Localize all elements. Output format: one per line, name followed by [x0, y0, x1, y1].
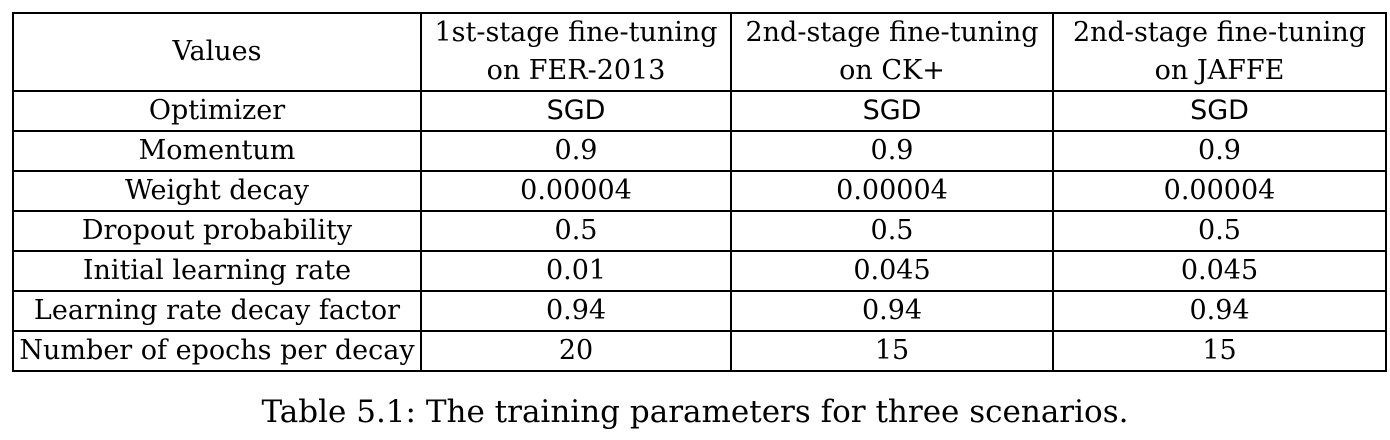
table-row: Number of epochs per decay 20 15 15 — [12, 330, 1387, 372]
table-row: Weight decay 0.00004 0.00004 0.00004 — [12, 170, 1387, 212]
cell-value: 20 — [420, 330, 732, 372]
cell-value: 0.5 — [1052, 210, 1387, 252]
table-row: Initial learning rate 0.01 0.045 0.045 — [12, 250, 1387, 292]
row-label: Momentum — [12, 130, 422, 172]
row-label: Weight decay — [12, 170, 422, 212]
cell-value: 0.94 — [1052, 290, 1387, 332]
cell-value: 0.045 — [730, 250, 1054, 292]
cell-value: 15 — [1052, 330, 1387, 372]
header-values: Values — [12, 12, 422, 92]
cell-value: 0.00004 — [1052, 170, 1387, 212]
header-ckplus: 2nd-stage fine-tuning on CK+ — [730, 12, 1054, 92]
cell-value: SGD — [730, 90, 1054, 132]
table-row: Learning rate decay factor 0.94 0.94 0.9… — [12, 290, 1387, 332]
row-label: Number of epochs per decay — [12, 330, 422, 372]
cell-value: 0.94 — [730, 290, 1054, 332]
row-label: Learning rate decay factor — [12, 290, 422, 332]
cell-value: 0.9 — [730, 130, 1054, 172]
header-ckplus-line2: on CK+ — [839, 55, 945, 86]
cell-value: 0.01 — [420, 250, 732, 292]
table-row: Optimizer SGD SGD SGD — [12, 90, 1387, 132]
table-header-row: Values 1st-stage fine-tuning on FER-2013… — [12, 12, 1387, 92]
training-parameters-table: Values 1st-stage fine-tuning on FER-2013… — [12, 12, 1387, 372]
cell-value: SGD — [420, 90, 732, 132]
cell-value: 0.00004 — [420, 170, 732, 212]
cell-value: 0.00004 — [730, 170, 1054, 212]
cell-value: 0.5 — [730, 210, 1054, 252]
table-caption: Table 5.1: The training parameters for t… — [261, 394, 1129, 430]
header-fer2013-line2: on FER-2013 — [486, 55, 666, 86]
row-label: Optimizer — [12, 90, 422, 132]
header-jaffe-line1: 2nd-stage fine-tuning — [1072, 17, 1367, 48]
row-label: Initial learning rate — [12, 250, 422, 292]
cell-value: 0.9 — [1052, 130, 1387, 172]
header-fer2013-line1: 1st-stage fine-tuning — [434, 17, 718, 48]
table-row: Dropout probability 0.5 0.5 0.5 — [12, 210, 1387, 252]
header-fer2013: 1st-stage fine-tuning on FER-2013 — [420, 12, 732, 92]
header-ckplus-line1: 2nd-stage fine-tuning — [745, 17, 1039, 48]
row-label: Dropout probability — [12, 210, 422, 252]
cell-value: 0.9 — [420, 130, 732, 172]
header-jaffe-line2: on JAFFE — [1154, 55, 1285, 86]
cell-value: 0.5 — [420, 210, 732, 252]
cell-value: 15 — [730, 330, 1054, 372]
cell-value: 0.94 — [420, 290, 732, 332]
cell-value: 0.045 — [1052, 250, 1387, 292]
header-jaffe: 2nd-stage fine-tuning on JAFFE — [1052, 12, 1387, 92]
table-row: Momentum 0.9 0.9 0.9 — [12, 130, 1387, 172]
cell-value: SGD — [1052, 90, 1387, 132]
header-values-label: Values — [172, 36, 262, 67]
